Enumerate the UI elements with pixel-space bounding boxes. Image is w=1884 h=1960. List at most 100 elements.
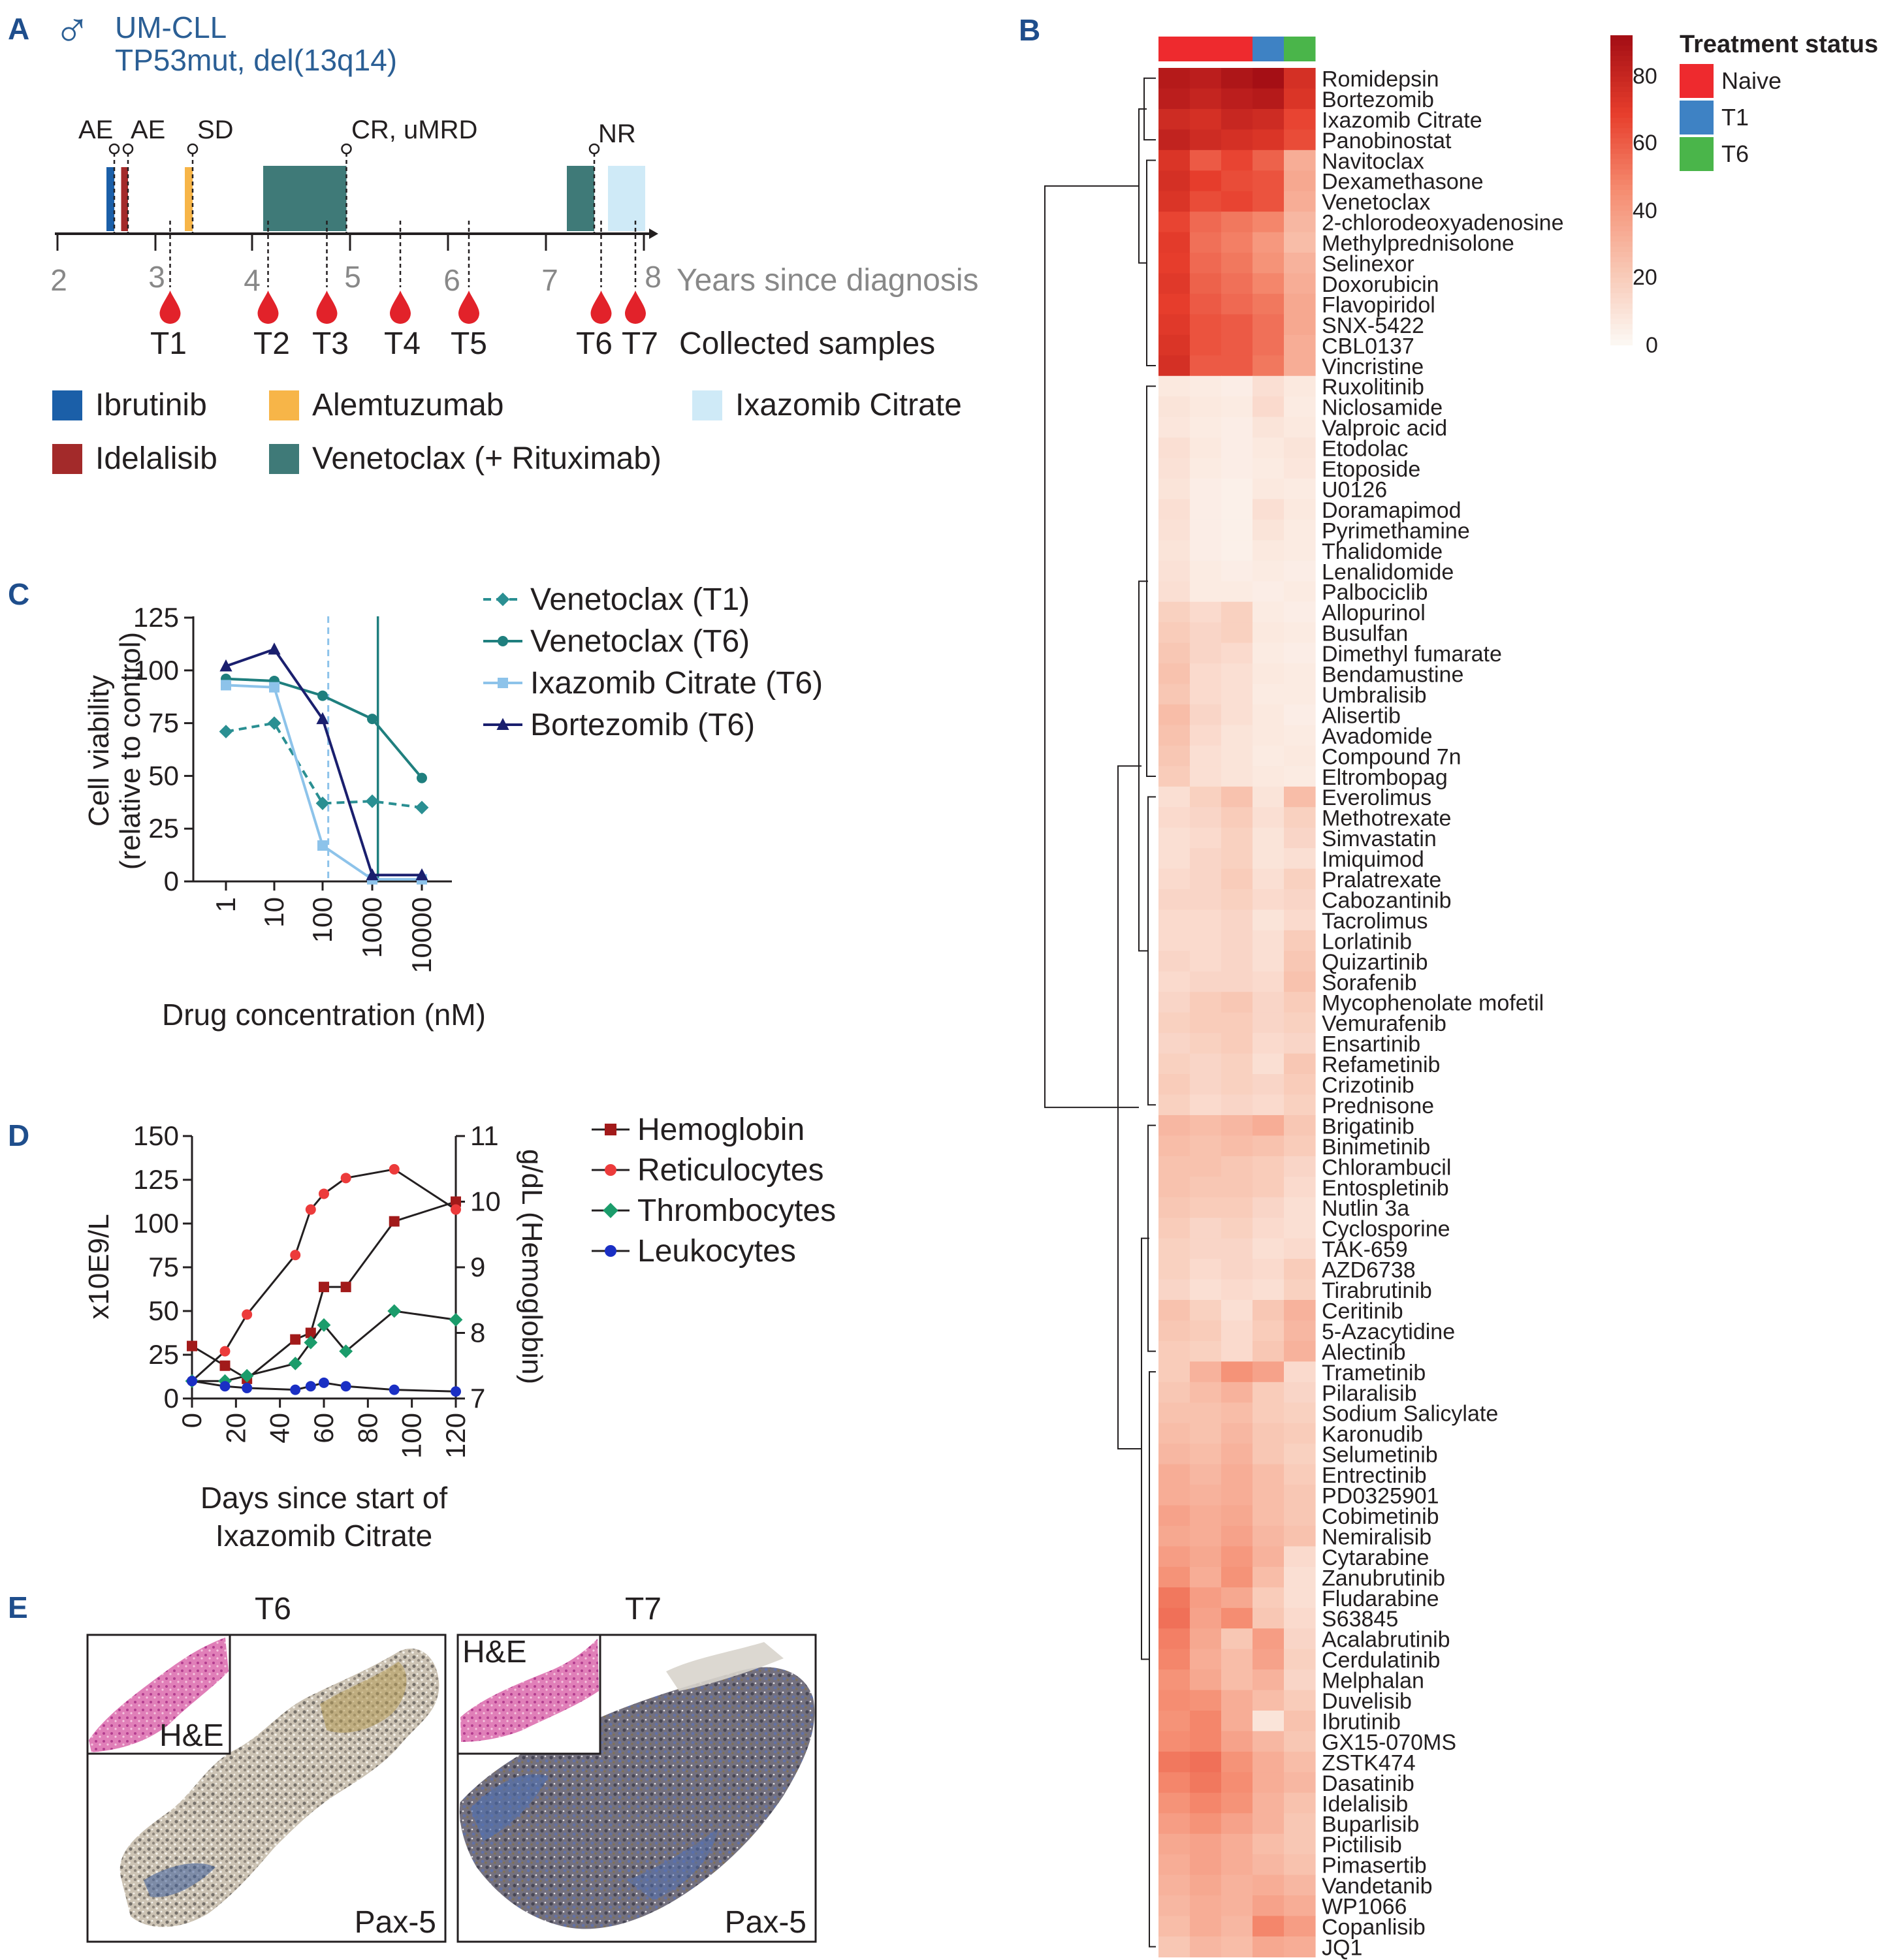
heatmap-cell <box>1221 479 1253 500</box>
heatmap-cell <box>1284 1669 1316 1691</box>
heatmap-cell <box>1284 704 1316 725</box>
heatmap-cell <box>1221 273 1253 294</box>
heatmap-cell <box>1158 314 1190 336</box>
heatmap-cell <box>1253 704 1285 725</box>
colorbar-segment <box>1610 262 1633 268</box>
heatmap-cell <box>1284 560 1316 582</box>
data-point <box>305 1327 316 1338</box>
heatmap-cell <box>1284 889 1316 911</box>
heatmap-cell <box>1284 1361 1316 1383</box>
heatmap-cell <box>1253 725 1285 746</box>
heatmap-cell <box>1158 827 1190 849</box>
heatmap-cell <box>1190 170 1222 192</box>
x-tick-label: 60 <box>308 1413 339 1444</box>
drug-row-label: Eltrombopag <box>1322 765 1448 790</box>
event-label: CR, uMRD <box>351 116 477 144</box>
heatmap-cell <box>1158 334 1190 356</box>
heatmap-cell <box>1158 1587 1190 1609</box>
heatmap-cell <box>1221 1587 1253 1609</box>
legend-marker <box>498 678 508 688</box>
heatmap-cell <box>1284 1731 1316 1752</box>
colorbar-segment <box>1610 112 1633 119</box>
row-dendrogram <box>1044 77 1156 1948</box>
sample-label: T4 <box>384 326 421 361</box>
data-point <box>269 682 279 693</box>
legend-label: Venetoclax (T6) <box>530 624 750 659</box>
heatmap-cell <box>1158 108 1190 130</box>
heatmap-cell <box>1158 212 1190 233</box>
heatmap-cell <box>1253 1135 1285 1157</box>
drug-row-label: Cyclosporine <box>1322 1217 1450 1242</box>
drug-row-label: Tirabrutinib <box>1322 1278 1432 1303</box>
colorbar-segment <box>1610 303 1633 309</box>
heatmap-cell <box>1253 1751 1285 1773</box>
heatmap-cell <box>1158 191 1190 212</box>
heatmap-cell <box>1284 479 1316 500</box>
heatmap-cell <box>1253 992 1285 1013</box>
heatmap-cell <box>1221 212 1253 233</box>
heatmap-cell <box>1190 848 1222 870</box>
heatmap-cell <box>1190 1628 1222 1650</box>
heatmap-cell <box>1158 1074 1190 1096</box>
data-point <box>319 1188 329 1199</box>
drug-row-label: Sorafenib <box>1322 970 1417 995</box>
heatmap-cell <box>1253 519 1285 541</box>
heatmap-cell <box>1221 601 1253 623</box>
heatmap-cell <box>1253 930 1285 951</box>
heatmap-cell <box>1253 1505 1285 1526</box>
blood-counts-legend: Hemoglobin Reticulocytes Thrombocytes Leuko… <box>592 1113 836 1269</box>
timeline-tick-label: 4 <box>244 263 261 297</box>
heatmap-cell <box>1190 1587 1222 1609</box>
data-point <box>290 1250 301 1261</box>
heatmap-cell <box>1284 540 1316 561</box>
heatmap-cell <box>1284 1525 1316 1547</box>
heatmap-cell <box>1284 1135 1316 1157</box>
heatmap-cell <box>1253 273 1285 294</box>
heatmap-cell <box>1253 1382 1285 1403</box>
heatmap-cell <box>1190 458 1222 479</box>
heatmap-cell <box>1158 1053 1190 1075</box>
panel-d-letter: D <box>8 1118 29 1152</box>
event-marker <box>187 143 199 155</box>
heatmap-cell <box>1158 1690 1190 1711</box>
heatmap-cell <box>1221 560 1253 582</box>
colorbar-segment <box>1610 298 1633 304</box>
heatmap-cell <box>1158 232 1190 253</box>
heatmap-cell <box>1190 1177 1222 1198</box>
heatmap-cell <box>1221 1402 1253 1424</box>
heatmap-cell <box>1158 1361 1190 1383</box>
colorbar-segment <box>1610 40 1633 46</box>
blood-drop-icon <box>390 291 411 324</box>
legend-label: Ixazomib Citrate <box>735 388 962 422</box>
drug-row-label: Umbralisib <box>1322 683 1427 708</box>
blood-drop-icon <box>625 291 646 324</box>
heatmap-cell <box>1190 396 1222 418</box>
heatmap-cell <box>1190 951 1222 972</box>
heatmap-cell <box>1158 1238 1190 1259</box>
data-point <box>219 1360 231 1371</box>
legend-swatch <box>692 390 722 420</box>
x-tick-label: 1 <box>210 897 241 912</box>
heatmap-cell <box>1158 663 1190 685</box>
data-point <box>315 797 330 810</box>
heatmap-colorbar: 80 60 40 20 0 <box>1610 35 1658 358</box>
heatmap-cell <box>1284 437 1316 459</box>
viability-chart: 0 25 50 75 100 125 1 10 100 1000 10000 Cell viabili… <box>83 602 486 1032</box>
event-label: AE <box>131 116 165 144</box>
heatmap-cell <box>1190 1340 1222 1362</box>
heatmap-cell <box>1190 1033 1222 1054</box>
heatmap-cell <box>1158 930 1190 951</box>
sample-label: T2 <box>253 326 290 361</box>
male-symbol-icon: ♂ <box>54 3 91 58</box>
status-label: T6 <box>1721 140 1749 167</box>
drug-row-label: Pyrimethamine <box>1322 518 1470 543</box>
legend-label: Ixazomib Citrate (T6) <box>530 666 823 701</box>
heatmap-cell <box>1221 1792 1253 1814</box>
heatmap-cell <box>1284 355 1316 377</box>
series-line <box>191 1168 456 1382</box>
colorbar-segment <box>1610 185 1633 191</box>
heatmap-cell <box>1190 971 1222 992</box>
drug-row-label: Thalidomide <box>1322 539 1443 564</box>
heatmap-cell <box>1284 1053 1316 1075</box>
